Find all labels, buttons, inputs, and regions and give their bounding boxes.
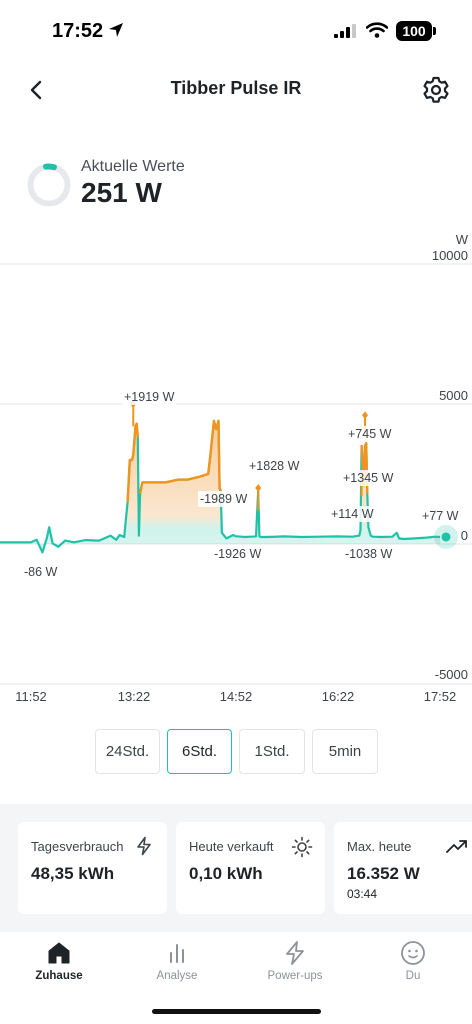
wifi-icon xyxy=(366,22,388,38)
y-axis-unit: W xyxy=(455,232,468,247)
location-arrow-icon xyxy=(109,23,123,37)
x-tick-label: 11:52 xyxy=(15,689,47,704)
x-tick-label: 14:52 xyxy=(219,689,253,704)
x-tick-label: 13:22 xyxy=(117,689,151,704)
current-power-value: 251 W xyxy=(81,177,162,208)
stat-value: 0,10 kWh xyxy=(189,864,263,883)
chart-annotation: +1345 W xyxy=(341,470,396,486)
peak-marker xyxy=(362,411,369,420)
nav-item-zuhause[interactable]: Zuhause xyxy=(0,940,118,996)
back-button[interactable] xyxy=(22,76,50,104)
chart-annotation: -86 W xyxy=(22,564,60,580)
x-tick-label: 16:22 xyxy=(321,689,355,704)
current-label: Aktuelle Werte xyxy=(81,158,185,175)
peak-marker xyxy=(255,484,262,492)
range-24h-button[interactable]: 24Std. xyxy=(95,729,160,774)
nav-item-du[interactable]: Du xyxy=(354,940,472,996)
stat-card-daily-consumption[interactable]: Tagesverbrauch 48,35 kWh xyxy=(18,822,167,914)
stat-card-max-today[interactable]: Max. heute 16.352 W 03:44 xyxy=(334,822,472,914)
stat-time: 03:44 xyxy=(347,887,378,901)
y-tick-label: 0 xyxy=(460,528,468,543)
range-5min-button[interactable]: 5min xyxy=(312,729,378,774)
status-bar: 17:52 100 xyxy=(0,0,472,60)
status-time: 17:52 xyxy=(52,20,104,42)
power-chart[interactable]: W 10000 5000 0 -5000 11:52 13:22 14:52 16:2… xyxy=(0,228,472,708)
nav-label: Power-ups xyxy=(267,970,323,982)
nav-label: Zuhause xyxy=(35,970,83,982)
chart-annotation: +114 W xyxy=(329,506,376,522)
battery-cap xyxy=(433,27,436,35)
y-tick-label: 5000 xyxy=(439,388,468,403)
stat-label: Tagesverbrauch xyxy=(31,839,124,854)
nav-label: Du xyxy=(405,970,421,982)
home-icon xyxy=(48,942,70,964)
chevron-left-icon xyxy=(30,80,42,100)
cellular-signal-icon xyxy=(334,24,356,38)
chart-annotation: -1038 W xyxy=(343,546,395,562)
stat-value: 48,35 kWh xyxy=(31,864,115,883)
power-line-peak xyxy=(126,422,139,503)
power-line-peak xyxy=(360,442,369,494)
live-point xyxy=(441,532,451,542)
power-chart-plot[interactable] xyxy=(0,228,472,708)
nav-label: Analyse xyxy=(156,970,198,982)
y-tick-label: -5000 xyxy=(434,667,468,682)
chart-annotation: +745 W xyxy=(346,426,394,442)
power-line-peak xyxy=(138,419,222,494)
stat-card-sold-today[interactable]: Heute verkauft 0,10 kWh xyxy=(176,822,325,914)
x-tick-label: 17:52 xyxy=(423,689,457,704)
battery-indicator: 100 xyxy=(396,21,432,41)
chart-annotation: +1828 W xyxy=(247,458,302,474)
live-power-ring xyxy=(27,163,71,207)
y-tick-label: 10000 xyxy=(431,248,468,263)
chart-annotation: +1919 W xyxy=(122,389,177,405)
sun-icon xyxy=(291,836,313,858)
range-6h-button[interactable]: 6Std. xyxy=(167,729,232,774)
stat-value: 16.352 W xyxy=(347,864,420,883)
face-icon xyxy=(401,941,425,965)
power-area xyxy=(0,420,440,553)
chart-annotation: -1926 W xyxy=(212,546,264,562)
home-indicator xyxy=(152,1009,321,1014)
chart-annotation: +77 W xyxy=(420,508,461,524)
bolt-icon xyxy=(137,836,151,856)
stat-label: Heute verkauft xyxy=(189,839,274,854)
chart-bars-icon xyxy=(170,944,184,963)
gear-icon[interactable] xyxy=(420,74,452,106)
stat-label: Max. heute xyxy=(347,839,412,854)
chart-annotation: -1989 W xyxy=(198,491,250,507)
nav-item-power-ups[interactable]: Power-ups xyxy=(236,940,354,996)
page-title: Tibber Pulse IR xyxy=(170,78,302,98)
trend-up-icon xyxy=(446,840,467,853)
bolt-icon xyxy=(286,941,304,965)
bottom-navigation: Zuhause Analyse Power-ups Du xyxy=(0,932,472,1024)
nav-item-analyse[interactable]: Analyse xyxy=(118,940,236,996)
range-1h-button[interactable]: 1Std. xyxy=(239,729,305,774)
